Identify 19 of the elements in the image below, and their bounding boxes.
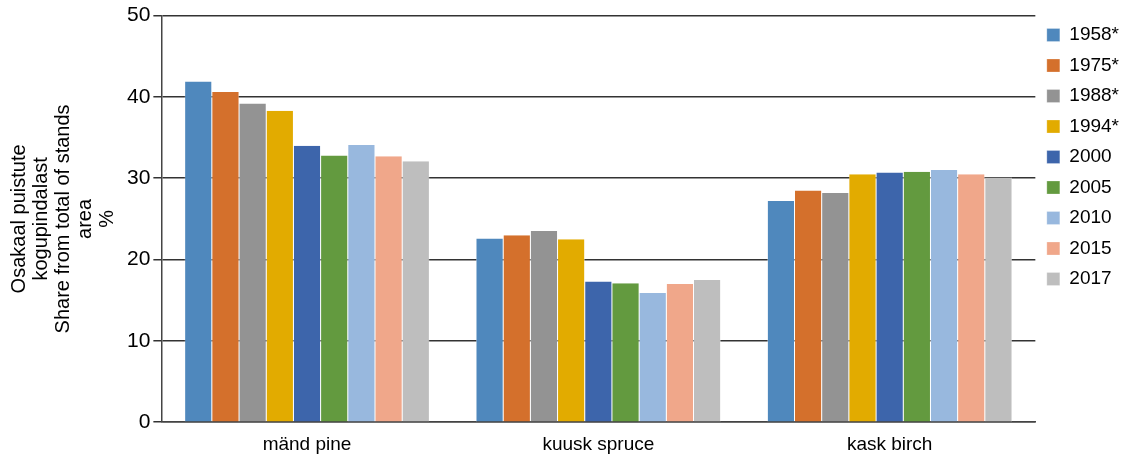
legend-label: 2000	[1069, 145, 1112, 167]
y-tick-label: 10	[127, 327, 151, 351]
y-tick-label: 0	[138, 409, 151, 432]
legend-label: 2010	[1069, 206, 1112, 228]
x-tick-label: kask birch	[846, 432, 933, 454]
y-tick-label: 50	[127, 2, 151, 26]
legend-label: 1994*	[1069, 114, 1120, 136]
y-tick-label: 20	[127, 246, 151, 270]
x-tick-label: mänd pine	[262, 432, 352, 454]
legend-label: 1975*	[1069, 53, 1120, 75]
y-tick-label: 40	[127, 83, 151, 107]
y-tick-label: 30	[127, 165, 151, 189]
legend-label: 2005	[1069, 175, 1112, 197]
legend-label: 1988*	[1069, 84, 1120, 106]
legend-label: 1958*	[1069, 23, 1120, 45]
y-axis-title: Osakaal puistute kogupindalast Share from total of stands area %	[6, 104, 117, 334]
x-tick-label: kuusk spruce	[542, 432, 655, 454]
legend-label: 2015	[1069, 236, 1112, 258]
legend-label: 2017	[1069, 267, 1112, 289]
